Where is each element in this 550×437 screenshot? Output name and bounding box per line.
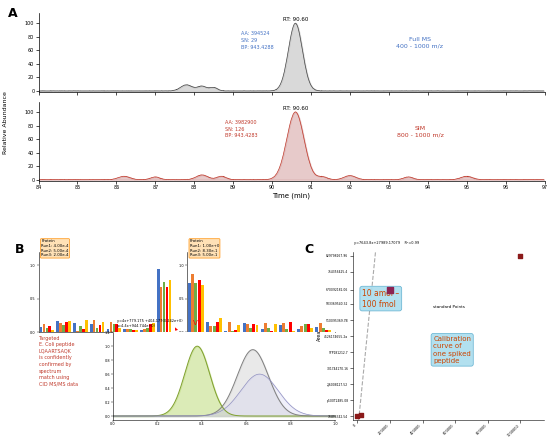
Text: B: B (15, 243, 24, 256)
Text: 10 amol –
100 fmol: 10 amol – 100 fmol (362, 288, 399, 309)
FancyArrowPatch shape (255, 319, 293, 330)
Point (356, 412, 365, 419)
X-axis label: Time (min): Time (min) (272, 193, 311, 200)
Y-axis label: Area: Area (316, 330, 322, 341)
Text: SIM
800 - 1000 m/z: SIM 800 - 1000 m/z (397, 125, 443, 137)
Text: AA: 3982900
SN: 126
BP: 943.4283: AA: 3982900 SN: 126 BP: 943.4283 (226, 120, 258, 139)
Text: RT: 90.60: RT: 90.60 (283, 17, 308, 22)
Text: Targeted
E. Coli peptide
LQAARTSAQK
is confidently
confirmed by
spectrum
match u: Targeted E. Coli peptide LQAARTSAQK is c… (39, 336, 78, 387)
Text: RT: 90.60: RT: 90.60 (283, 106, 308, 111)
Text: standard Points: standard Points (433, 305, 465, 309)
FancyArrowPatch shape (130, 319, 177, 330)
Text: A: A (8, 7, 18, 20)
Text: Calibration
curve of
one spiked
peptide: Calibration curve of one spiked peptide (433, 336, 471, 364)
Text: AA: 394524
SN: 29
BP: 943.4288: AA: 394524 SN: 29 BP: 943.4288 (241, 31, 273, 49)
Point (516, 253, 525, 260)
Text: y=7643.8x+27989.17079    R²=0.99: y=7643.8x+27989.17079 R²=0.99 (355, 241, 420, 245)
Text: C: C (305, 243, 314, 256)
standard points (386, 286, 394, 293)
Text: Full MS
400 - 1000 m/z: Full MS 400 - 1000 m/z (397, 37, 443, 49)
Point (353, 413, 362, 420)
Text: Relative Abundance: Relative Abundance (3, 91, 8, 154)
